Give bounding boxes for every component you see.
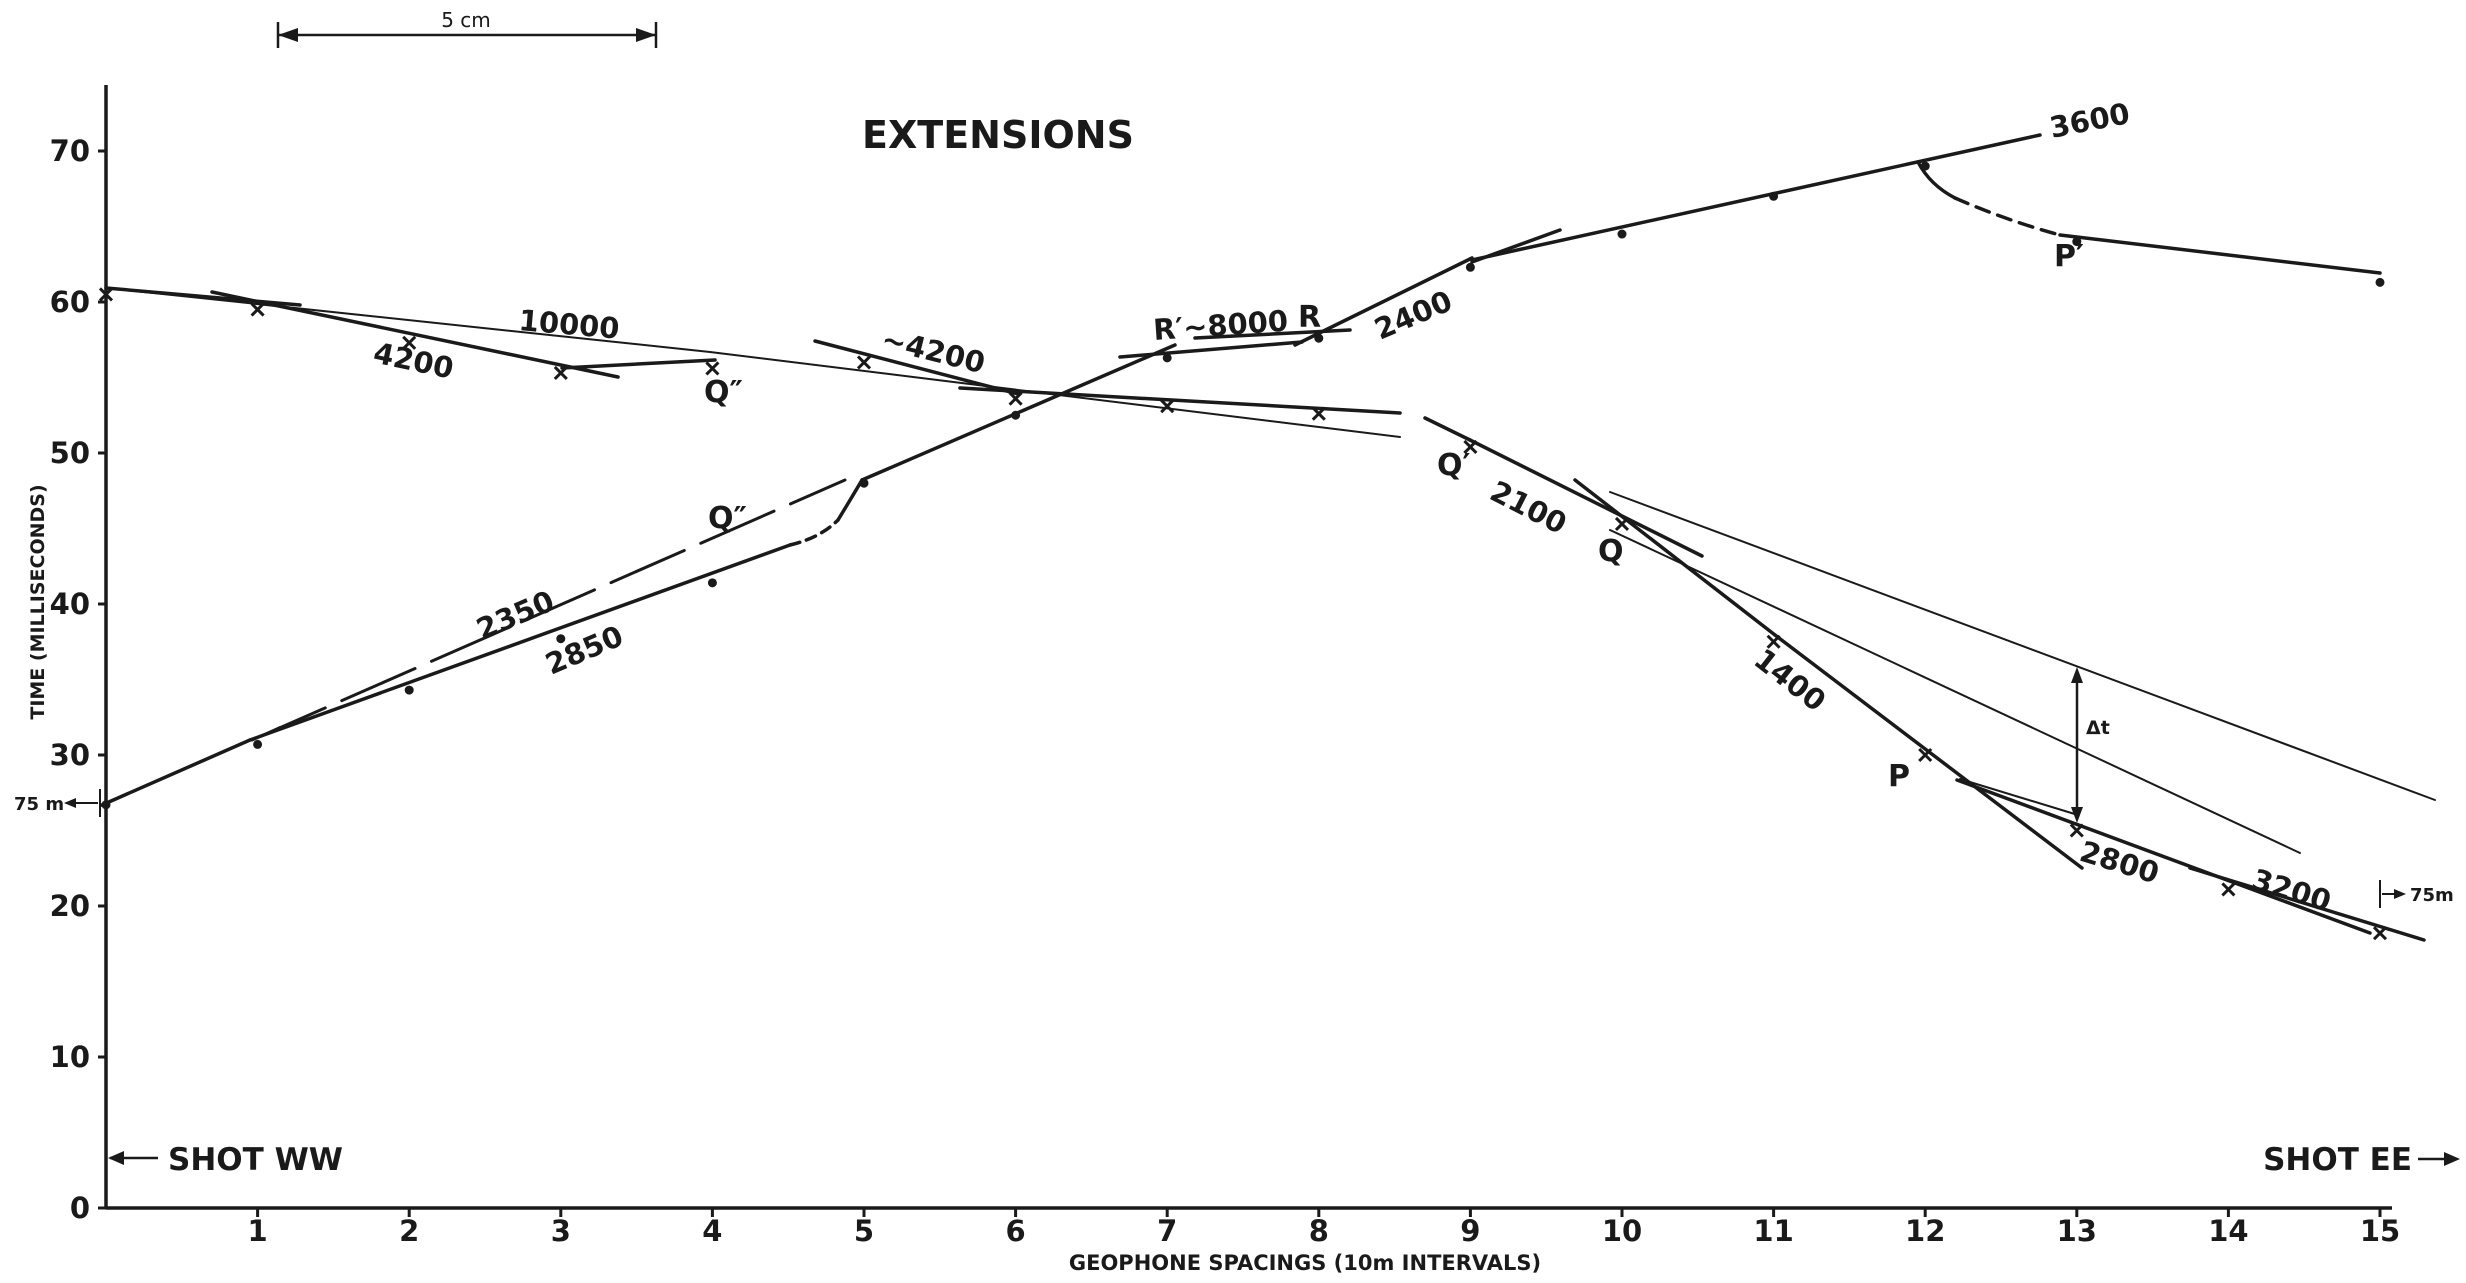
point-label-q-double-prime-upper: Q″ — [704, 375, 743, 410]
velocity-label: 1400 — [1748, 642, 1833, 718]
x-tick-label: 4 — [702, 1214, 722, 1248]
data-point-dot — [253, 739, 263, 749]
point-label-q: Q — [1598, 534, 1624, 569]
x-axis-label: GEOPHONE SPACINGS (10m INTERVALS) — [1069, 1251, 1541, 1275]
y-tick-label: 0 — [70, 1191, 90, 1225]
velocity-label: 2400 — [1369, 284, 1457, 347]
data-point-dot — [2072, 237, 2082, 247]
scale-bar: 5 cm — [276, 8, 658, 48]
shot-ww-label: SHOT WW — [168, 1142, 343, 1178]
y-tick-label: 20 — [50, 889, 90, 923]
x-tick-label: 12 — [1905, 1214, 1945, 1248]
data-point-cross — [1766, 634, 1781, 649]
data-point-dot — [556, 634, 566, 644]
velocity-label: 4200 — [371, 336, 457, 386]
data-point-cross — [98, 287, 114, 302]
y-tick-label: 30 — [50, 738, 90, 772]
offset-east: 75m — [2379, 880, 2454, 908]
offset-west-label: 75 m — [14, 794, 64, 815]
y-tick-label: 70 — [50, 134, 90, 168]
x-tick-label: 5 — [854, 1214, 874, 1248]
delta-t-label: Δt — [2086, 717, 2110, 739]
data-point-cross — [705, 361, 720, 376]
point-label-q-prime: Q′ — [1437, 448, 1471, 483]
x-tick-label: 8 — [1309, 1214, 1329, 1248]
x-tick-label: 14 — [2208, 1214, 2248, 1248]
data-point-cross — [250, 302, 265, 317]
velocity-label: 3200 — [2248, 862, 2335, 918]
x-tick-label: 3 — [551, 1214, 571, 1248]
x-tick-label: 1 — [248, 1214, 268, 1248]
data-point-dot — [1920, 161, 1930, 171]
velocity-label: 10000 — [517, 303, 620, 346]
delta-t-arrow: Δt — [2071, 667, 2110, 823]
y-axis-label: TIME (MILLISECONDS) — [27, 484, 49, 719]
data-point-dot — [101, 800, 111, 810]
y-tick-label: 60 — [50, 285, 90, 319]
data-point-cross — [856, 355, 872, 370]
x-tick-label: 2 — [399, 1214, 419, 1248]
data-point-dot — [1162, 353, 1172, 363]
velocity-label: 2800 — [2076, 834, 2163, 890]
y-tick-label: 50 — [50, 436, 90, 470]
x-tick-label: 15 — [2360, 1214, 2400, 1248]
y-tick-label: 40 — [50, 587, 90, 621]
shot-ee-label: SHOT EE — [2263, 1142, 2412, 1178]
data-point-cross — [402, 335, 417, 350]
x-tick-label: 11 — [1753, 1214, 1793, 1248]
data-point-dot — [1314, 333, 1324, 343]
data-point-cross — [1463, 439, 1478, 455]
velocity-label: R′~8000 — [1152, 304, 1289, 347]
velocity-label: 2350 — [471, 584, 559, 647]
velocity-label: 2850 — [540, 619, 628, 682]
offset-east-label: 75m — [2410, 885, 2454, 906]
point-label-q-double-prime-lower: Q″ — [708, 501, 747, 536]
data-point-dot — [1465, 262, 1475, 272]
data-point-cross — [1311, 406, 1326, 421]
data-point-cross — [2069, 823, 2084, 838]
offset-west: 75 m — [14, 789, 101, 817]
x-tick-label: 13 — [2057, 1214, 2097, 1248]
point-label-p-prime: P′ — [2054, 239, 2084, 274]
x-tick-label: 10 — [1602, 1214, 1642, 1248]
shot-ee: SHOT EE — [2263, 1142, 2460, 1178]
velocity-label: 3600 — [2047, 96, 2133, 145]
data-point-cross — [1918, 747, 1933, 763]
data-point-dot — [707, 578, 717, 588]
x-tick-label: 6 — [1006, 1214, 1026, 1248]
data-point-cross — [1008, 391, 1023, 406]
data-point-dot — [1011, 410, 1021, 420]
data-point-dot — [404, 685, 414, 695]
data-point-cross — [553, 365, 568, 381]
scale-bar-label: 5 cm — [441, 8, 491, 32]
data-point-cross — [2221, 882, 2236, 897]
data-point-cross — [2372, 926, 2388, 941]
data-point-cross — [1614, 516, 1630, 532]
data-point-dot — [1769, 191, 1779, 201]
point-label-p: P — [1888, 759, 1910, 794]
chart-title: EXTENSIONS — [862, 113, 1134, 157]
point-label-r: R — [1298, 300, 1321, 335]
data-point-cross — [1160, 399, 1175, 414]
data-point-dot — [1617, 229, 1627, 239]
x-tick-label: 9 — [1460, 1214, 1480, 1248]
x-tick-label: 7 — [1157, 1214, 1177, 1248]
y-tick-label: 10 — [50, 1040, 90, 1074]
shot-ww: SHOT WW — [108, 1142, 343, 1178]
data-point-dot — [859, 478, 869, 488]
data-point-dot — [2375, 277, 2385, 287]
